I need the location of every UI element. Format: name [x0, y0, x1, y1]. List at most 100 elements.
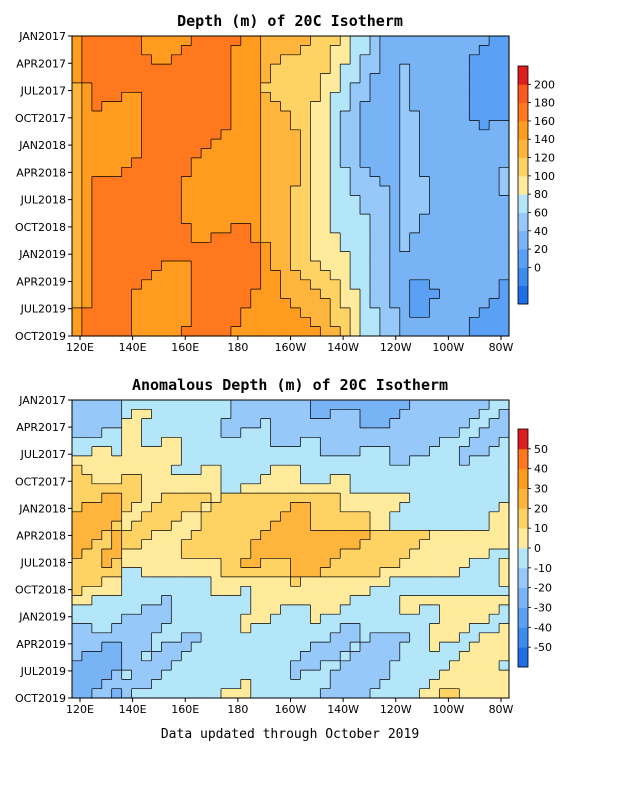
heatmap-cell	[479, 73, 490, 84]
heatmap-cell	[330, 455, 341, 466]
heatmap-cell	[230, 289, 242, 300]
heatmap-cell	[489, 511, 500, 522]
heatmap-cell	[91, 232, 103, 243]
heatmap-cell	[81, 567, 93, 578]
heatmap-cell	[270, 409, 282, 420]
heatmap-cell	[350, 73, 361, 84]
heatmap-cell	[379, 623, 391, 634]
heatmap-cell	[350, 400, 361, 410]
heatmap-cell	[389, 251, 401, 262]
heatmap-cell	[479, 679, 490, 690]
heatmap-cell	[211, 521, 222, 531]
heatmap-cell	[360, 326, 371, 337]
heatmap-cell	[141, 558, 153, 569]
heatmap-cell	[171, 688, 182, 699]
heatmap-cell	[399, 483, 411, 494]
heatmap-cell	[151, 326, 162, 337]
heatmap-cell	[250, 539, 262, 550]
heatmap-cell	[230, 317, 242, 328]
heatmap-cell	[369, 176, 381, 187]
heatmap-cell	[360, 64, 371, 75]
heatmap-cell	[399, 279, 411, 290]
heatmap-cell	[419, 679, 431, 690]
heatmap-cell	[499, 92, 510, 103]
heatmap-cell	[439, 567, 451, 578]
heatmap-cell	[290, 64, 302, 75]
heatmap-cell	[240, 567, 252, 578]
heatmap-cell	[439, 129, 451, 140]
heatmap-cell	[220, 261, 232, 271]
heatmap-cell	[419, 567, 431, 578]
heatmap-cell	[72, 326, 83, 337]
heatmap-cell	[360, 111, 371, 121]
heatmap-cell	[72, 270, 83, 281]
heatmap-cell	[270, 465, 282, 476]
heatmap-cell	[330, 129, 341, 140]
heatmap-cell	[240, 427, 252, 438]
heatmap-cell	[340, 521, 351, 531]
heatmap-cell	[409, 530, 421, 541]
heatmap-cell	[479, 604, 490, 615]
heatmap-cell	[72, 521, 83, 531]
heatmap-cell	[469, 120, 480, 131]
heatmap-cell	[369, 92, 381, 103]
heatmap-cell	[399, 539, 411, 550]
heatmap-cell	[81, 251, 93, 262]
heatmap-cell	[369, 101, 381, 112]
heatmap-cell	[330, 521, 341, 531]
heatmap-cell	[489, 660, 500, 671]
heatmap-cell	[379, 148, 391, 159]
colorbar-swatch	[518, 139, 528, 158]
heatmap-cell	[151, 511, 162, 522]
heatmap-cell	[91, 418, 103, 429]
heatmap-cell	[201, 437, 212, 448]
heatmap-cell	[131, 54, 143, 65]
heatmap-cell	[131, 511, 143, 522]
heatmap-cell	[141, 521, 153, 531]
heatmap-cell	[300, 642, 311, 653]
heatmap-cell	[449, 148, 460, 159]
heatmap-cell	[201, 651, 212, 662]
heatmap-cell	[270, 670, 282, 680]
heatmap-cell	[399, 493, 411, 504]
heatmap-cell	[300, 298, 311, 309]
heatmap-cell	[260, 604, 272, 615]
heatmap-cell	[290, 82, 302, 93]
x-tick-label: 140W	[327, 341, 359, 354]
heatmap-cell	[171, 446, 182, 457]
heatmap-cell	[121, 502, 133, 513]
heatmap-cell	[429, 148, 441, 159]
heatmap-cell	[479, 688, 490, 699]
heatmap-cell	[161, 36, 172, 46]
heatmap-cell	[101, 111, 113, 121]
heatmap-cell	[161, 511, 172, 522]
heatmap-cell	[449, 317, 460, 328]
heatmap-cell	[161, 139, 172, 150]
heatmap-cell	[81, 139, 93, 150]
heatmap-cell	[81, 604, 93, 615]
heatmap-cell	[409, 651, 421, 662]
heatmap-cell	[101, 660, 113, 671]
heatmap-cell	[201, 195, 212, 206]
heatmap-cell	[91, 455, 103, 466]
heatmap-cell	[191, 558, 202, 569]
heatmap-cell	[350, 567, 361, 578]
heatmap-cell	[310, 232, 321, 243]
heatmap-cell	[111, 54, 123, 65]
heatmap-cell	[91, 567, 103, 578]
heatmap-cell	[399, 576, 411, 587]
heatmap-cell	[449, 204, 460, 215]
heatmap-cell	[250, 688, 262, 699]
heatmap-cell	[439, 474, 451, 485]
x-tick-label: 180	[227, 703, 248, 716]
colorbar-frame	[517, 65, 529, 305]
heatmap-cell	[369, 502, 381, 513]
heatmap-cell	[121, 242, 133, 253]
heatmap-cell	[459, 64, 470, 75]
heatmap-cell	[439, 186, 451, 196]
heatmap-cell	[409, 317, 421, 328]
colorbar-swatch	[518, 102, 528, 122]
heatmap-cell	[220, 279, 232, 290]
heatmap-cell	[211, 400, 222, 410]
heatmap-cell	[121, 549, 133, 559]
